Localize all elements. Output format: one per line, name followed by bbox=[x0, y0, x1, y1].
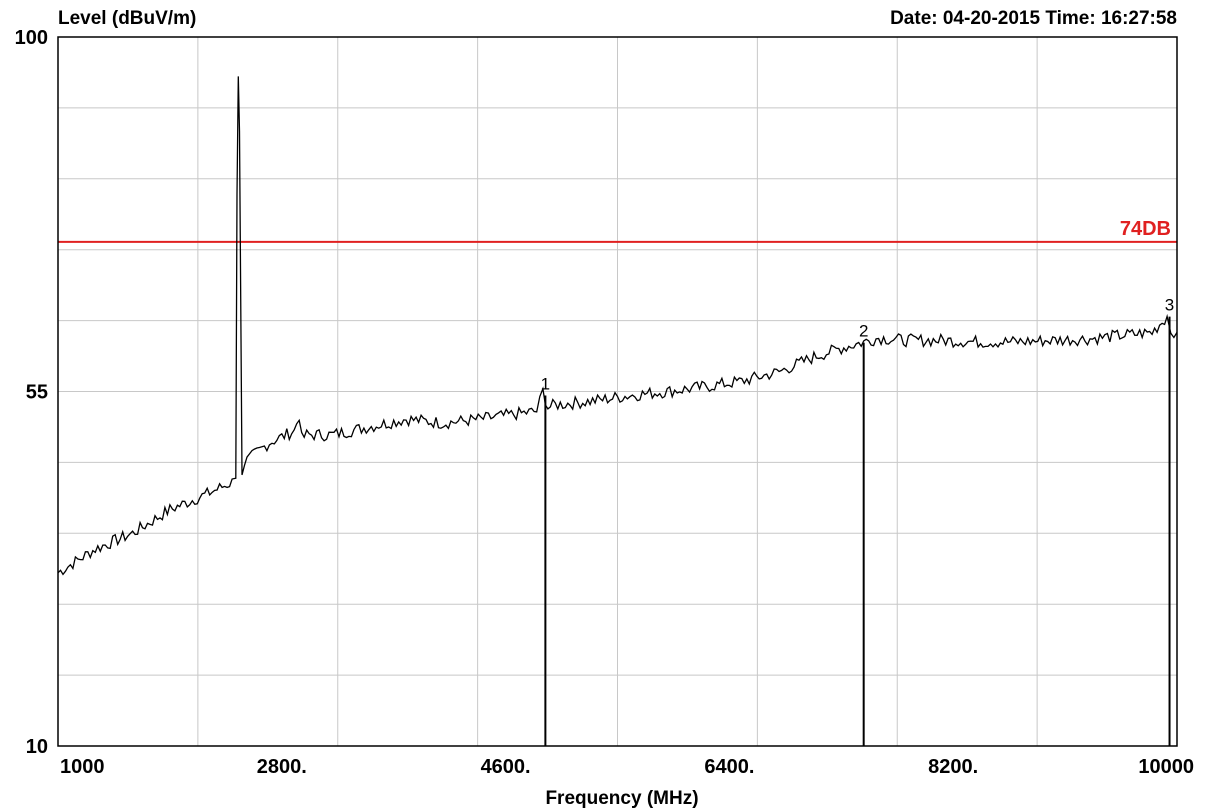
y-tick-labels: 100 55 10 bbox=[15, 27, 48, 758]
grid-lines bbox=[58, 37, 1177, 746]
date-time-stamp: Date: 04-20-2015 Time: 16:27:58 bbox=[890, 8, 1177, 29]
x-tick-label: 2800. bbox=[257, 756, 307, 778]
trace-group bbox=[57, 76, 1178, 576]
x-tick-label: 8200. bbox=[928, 756, 978, 778]
plot-frame bbox=[57, 36, 1178, 747]
x-axis-title: Frequency (MHz) bbox=[545, 788, 698, 809]
marker-label: 1 bbox=[541, 374, 550, 393]
marker-label: 2 bbox=[859, 322, 868, 341]
x-tick-labels: 1000 2800. 4600. 6400. 8200. 10000 bbox=[60, 756, 1194, 778]
markers-group: 1 2 3 bbox=[541, 296, 1174, 746]
y-tick-label: 10 bbox=[26, 736, 48, 758]
y-tick-label: 100 bbox=[15, 27, 48, 49]
x-tick-label: 4600. bbox=[481, 756, 531, 778]
marker-label: 3 bbox=[1165, 296, 1174, 315]
limit-line-group: 74DB bbox=[58, 218, 1177, 243]
x-tick-label: 10000 bbox=[1138, 756, 1194, 778]
limit-line-label: 74DB bbox=[1120, 218, 1171, 240]
y-tick-label: 55 bbox=[26, 382, 48, 404]
x-tick-label: 6400. bbox=[704, 756, 754, 778]
x-tick-label: 1000 bbox=[60, 756, 105, 778]
y-axis-title: Level (dBuV/m) bbox=[58, 8, 196, 29]
trace-line bbox=[57, 76, 1178, 576]
